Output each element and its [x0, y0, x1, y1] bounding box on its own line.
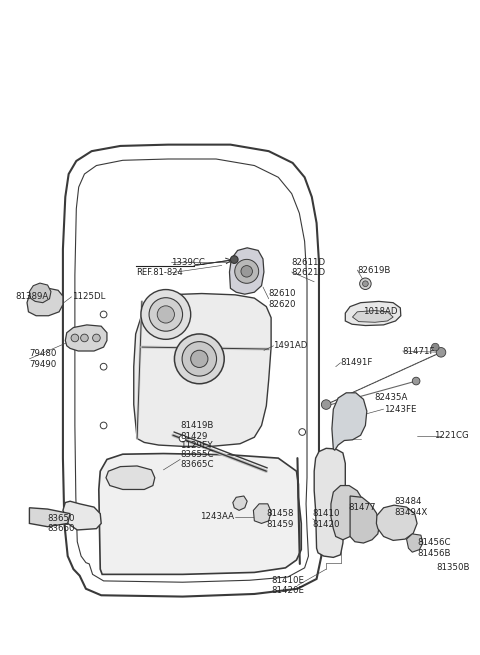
- Circle shape: [93, 334, 100, 342]
- Text: 82611D
82621D: 82611D 82621D: [292, 257, 326, 277]
- Text: 1221CG: 1221CG: [434, 432, 468, 440]
- Circle shape: [141, 290, 191, 339]
- Circle shape: [436, 348, 446, 357]
- Text: 82610
82620: 82610 82620: [269, 289, 296, 309]
- Polygon shape: [106, 466, 155, 489]
- Circle shape: [149, 297, 182, 331]
- Polygon shape: [27, 288, 63, 316]
- Polygon shape: [352, 310, 393, 322]
- Polygon shape: [345, 301, 401, 326]
- Text: 81458
81459: 81458 81459: [266, 509, 294, 529]
- Polygon shape: [332, 393, 367, 450]
- Circle shape: [432, 343, 439, 351]
- Circle shape: [81, 334, 88, 342]
- Text: 82619B: 82619B: [357, 265, 391, 274]
- Text: 83650
83660: 83650 83660: [48, 514, 75, 533]
- Polygon shape: [99, 453, 301, 574]
- Polygon shape: [65, 325, 107, 351]
- Polygon shape: [376, 505, 417, 540]
- Polygon shape: [233, 496, 247, 510]
- Circle shape: [191, 350, 208, 367]
- Text: 1018AD: 1018AD: [363, 307, 398, 316]
- Circle shape: [230, 255, 238, 263]
- Text: 81456C
81456B: 81456C 81456B: [417, 538, 451, 558]
- Circle shape: [100, 364, 107, 370]
- Text: 1125DL: 1125DL: [72, 292, 105, 301]
- Circle shape: [100, 422, 107, 429]
- Text: 1491AD: 1491AD: [274, 341, 308, 350]
- Text: 81350B: 81350B: [436, 563, 470, 572]
- Circle shape: [412, 377, 420, 385]
- Text: 81471F: 81471F: [403, 346, 435, 356]
- Polygon shape: [331, 485, 363, 540]
- Circle shape: [157, 306, 174, 323]
- Text: 81389A: 81389A: [15, 292, 48, 301]
- Circle shape: [360, 278, 371, 290]
- Text: 82435A: 82435A: [374, 393, 408, 402]
- Circle shape: [299, 428, 306, 436]
- Circle shape: [179, 435, 186, 442]
- Circle shape: [71, 334, 79, 342]
- Polygon shape: [29, 508, 70, 527]
- Circle shape: [362, 281, 368, 287]
- Text: 1243FE: 1243FE: [384, 405, 416, 414]
- Polygon shape: [63, 501, 101, 530]
- Polygon shape: [29, 283, 51, 303]
- Polygon shape: [134, 293, 271, 446]
- Circle shape: [241, 265, 252, 277]
- Text: 81491F: 81491F: [340, 358, 373, 367]
- Polygon shape: [253, 504, 271, 523]
- Circle shape: [100, 311, 107, 318]
- Text: 83484
83494X: 83484 83494X: [394, 497, 427, 517]
- Text: 1339CC: 1339CC: [171, 257, 205, 267]
- Text: REF.81-824: REF.81-824: [136, 268, 182, 277]
- Text: 81477: 81477: [348, 502, 376, 512]
- Text: 81410E
81420E: 81410E 81420E: [271, 576, 304, 595]
- Text: 79480
79490: 79480 79490: [29, 349, 57, 369]
- Polygon shape: [407, 534, 423, 552]
- Polygon shape: [314, 448, 345, 557]
- Circle shape: [235, 259, 259, 284]
- Polygon shape: [350, 496, 380, 543]
- Text: 81419B
81429: 81419B 81429: [180, 421, 214, 441]
- Circle shape: [174, 334, 224, 384]
- Text: 1243AA: 1243AA: [200, 512, 234, 521]
- Circle shape: [182, 342, 216, 376]
- Text: 1129EY: 1129EY: [180, 441, 213, 449]
- Text: 81410
81420: 81410 81420: [313, 509, 340, 529]
- Text: 83655C
83665C: 83655C 83665C: [180, 449, 214, 469]
- Circle shape: [322, 400, 331, 409]
- Polygon shape: [229, 248, 264, 294]
- Polygon shape: [63, 145, 322, 597]
